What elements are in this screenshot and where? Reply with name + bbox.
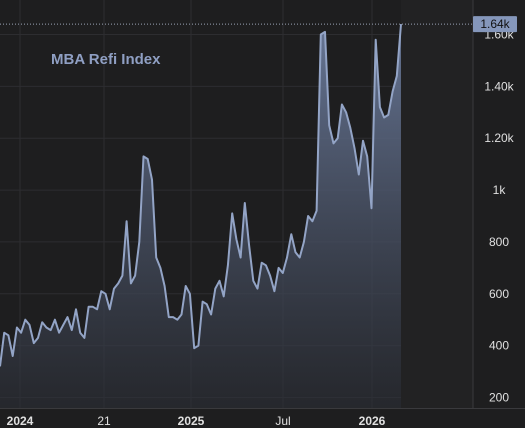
y-tick-label: 200 — [489, 391, 509, 405]
x-tick-label: 2026 — [359, 414, 386, 428]
x-tick-label: 2024 — [7, 414, 34, 428]
x-axis-ticks: 2024 21 2025 Jul 2026 — [7, 414, 386, 428]
last-value-badge-box — [473, 16, 517, 33]
y-tick-label: 800 — [489, 235, 509, 249]
x-tick-label: 21 — [97, 414, 111, 428]
y-tick-label: 400 — [489, 339, 509, 353]
last-value-badge: 1.64k — [473, 16, 517, 33]
y-tick-label: 600 — [489, 287, 509, 301]
x-tick-label: Jul — [275, 414, 290, 428]
y-tick-label: 1k — [493, 183, 507, 197]
series-line — [0, 24, 402, 367]
x-tick-label: 2025 — [178, 414, 205, 428]
last-value-badge-label: 1.64k — [480, 17, 510, 31]
y-tick-label: 1.40k — [484, 79, 514, 93]
projection-band — [401, 0, 473, 408]
y-tick-label: 1.20k — [484, 131, 514, 145]
chart-title: MBA Refi Index — [51, 51, 161, 68]
series-area-fill — [0, 24, 401, 408]
